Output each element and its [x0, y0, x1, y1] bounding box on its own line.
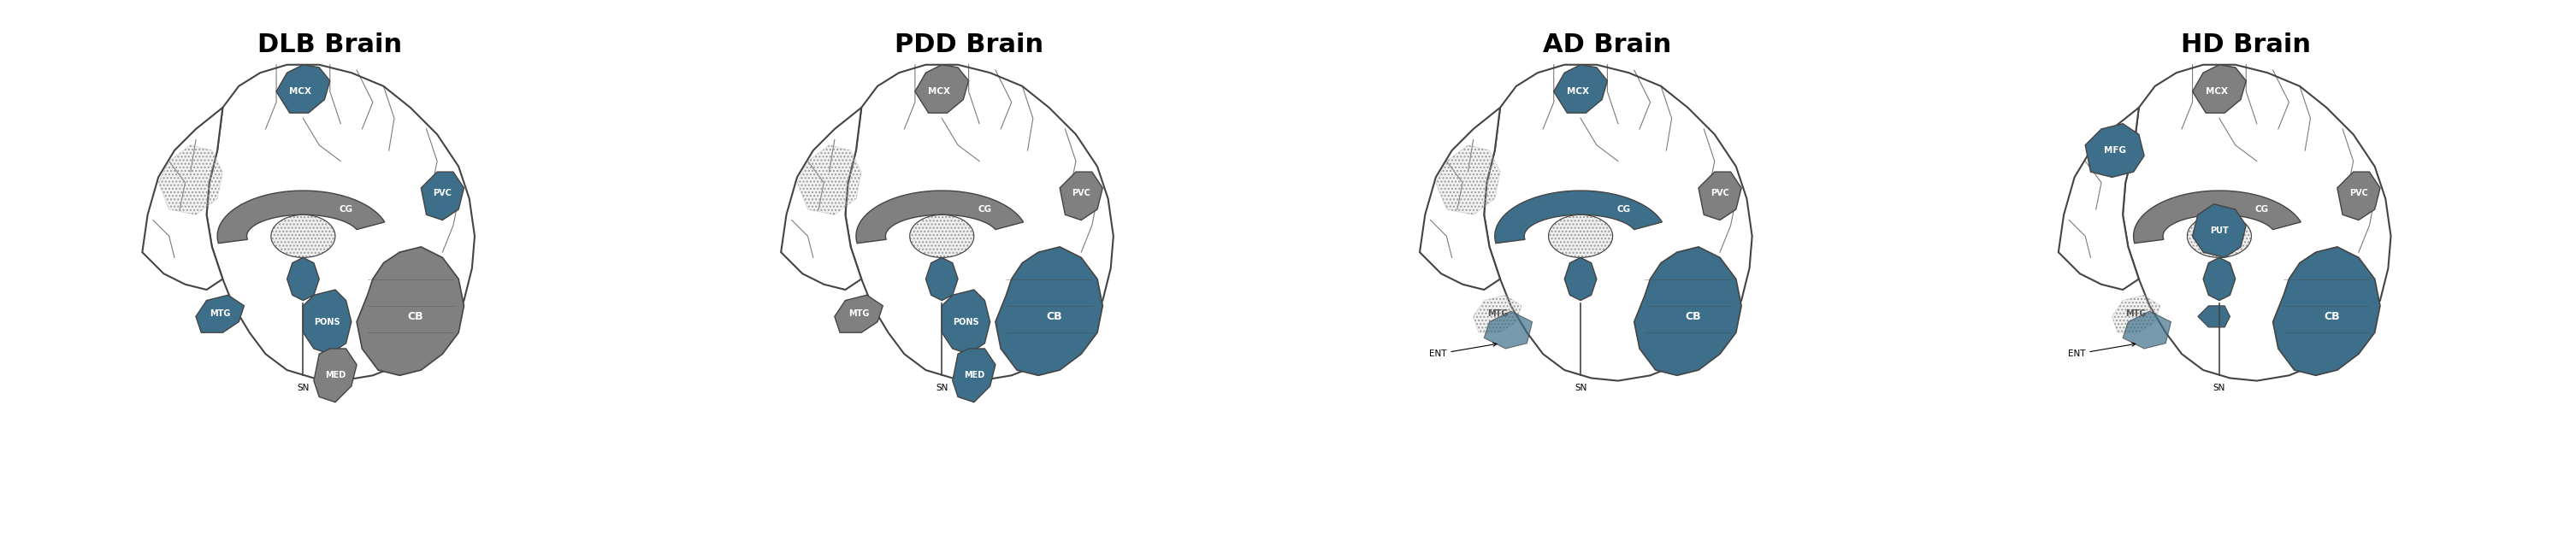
Polygon shape — [1059, 172, 1103, 220]
Polygon shape — [855, 191, 1023, 243]
Text: HP: HP — [958, 267, 974, 275]
Text: CG: CG — [2254, 205, 2269, 214]
Polygon shape — [142, 108, 222, 290]
Text: CB: CB — [1685, 311, 1700, 322]
Text: CG: CG — [1618, 205, 1631, 214]
Text: CG: CG — [979, 205, 992, 214]
Text: PVC: PVC — [2349, 189, 2367, 198]
Polygon shape — [2123, 311, 2172, 349]
Polygon shape — [2187, 215, 2251, 258]
Polygon shape — [314, 349, 355, 402]
Polygon shape — [925, 258, 958, 300]
Text: SN: SN — [935, 383, 948, 392]
Text: MCX: MCX — [2205, 87, 2228, 96]
Text: PONS: PONS — [953, 318, 979, 326]
Text: MED: MED — [963, 371, 984, 379]
Text: PVC: PVC — [1072, 189, 1090, 198]
Text: HD Brain: HD Brain — [2182, 32, 2311, 57]
Polygon shape — [2272, 247, 2380, 376]
Text: CB: CB — [407, 311, 422, 322]
Text: MTG: MTG — [848, 310, 868, 318]
Text: CB: CB — [1046, 311, 1061, 322]
Text: MTG: MTG — [2125, 310, 2146, 318]
Polygon shape — [2202, 258, 2236, 300]
Polygon shape — [2133, 191, 2300, 243]
Polygon shape — [1419, 108, 1499, 290]
Polygon shape — [1564, 258, 1597, 300]
Text: SN: SN — [1574, 383, 1587, 392]
Text: MED: MED — [325, 371, 345, 379]
Text: SN: SN — [296, 383, 309, 392]
Polygon shape — [781, 108, 860, 290]
Text: ENT: ENT — [1430, 343, 1497, 358]
Polygon shape — [206, 65, 474, 381]
Polygon shape — [914, 65, 969, 113]
Text: SN: SN — [2213, 383, 2226, 392]
Text: MFG: MFG — [2105, 146, 2125, 155]
Polygon shape — [2336, 172, 2380, 220]
Polygon shape — [270, 215, 335, 258]
Text: CG: CG — [340, 205, 353, 214]
Polygon shape — [276, 65, 330, 113]
Polygon shape — [196, 295, 245, 333]
Text: ENT: ENT — [2069, 343, 2136, 358]
Text: AD Brain: AD Brain — [1543, 32, 1672, 57]
Polygon shape — [304, 290, 350, 354]
Text: MTG: MTG — [209, 310, 229, 318]
Polygon shape — [216, 191, 384, 243]
Text: DLB Brain: DLB Brain — [258, 32, 402, 57]
Polygon shape — [909, 215, 974, 258]
Polygon shape — [2123, 65, 2391, 381]
Text: PVC: PVC — [433, 189, 451, 198]
Text: PUT: PUT — [2210, 227, 2228, 235]
Polygon shape — [1633, 247, 1741, 376]
Polygon shape — [2192, 204, 2246, 258]
Polygon shape — [796, 145, 860, 215]
Text: MTG: MTG — [1486, 310, 1507, 318]
Polygon shape — [1553, 65, 1607, 113]
Polygon shape — [943, 290, 989, 354]
Polygon shape — [355, 247, 464, 376]
Polygon shape — [157, 145, 222, 215]
Text: HP: HP — [322, 267, 335, 275]
Polygon shape — [1494, 191, 1662, 243]
Text: MCX: MCX — [289, 87, 312, 96]
Polygon shape — [1548, 215, 1613, 258]
Polygon shape — [2197, 306, 2231, 327]
Text: HP: HP — [1597, 267, 1610, 275]
Polygon shape — [1484, 311, 1533, 349]
Polygon shape — [1435, 145, 1499, 215]
Polygon shape — [1698, 172, 1741, 220]
Polygon shape — [953, 349, 994, 402]
Text: MCX: MCX — [1566, 87, 1589, 96]
Polygon shape — [2192, 65, 2246, 113]
Text: PVC: PVC — [1710, 189, 1728, 198]
Polygon shape — [420, 172, 464, 220]
Polygon shape — [2058, 108, 2138, 290]
Polygon shape — [1484, 65, 1752, 381]
Text: HP: HP — [2236, 267, 2249, 275]
Polygon shape — [835, 295, 884, 333]
Text: MCX: MCX — [927, 87, 951, 96]
Polygon shape — [845, 65, 1113, 381]
Text: PDD Brain: PDD Brain — [894, 32, 1043, 57]
Text: PONS: PONS — [314, 318, 340, 326]
Polygon shape — [286, 258, 319, 300]
Polygon shape — [2084, 124, 2143, 177]
Polygon shape — [1473, 295, 1522, 333]
Text: CB: CB — [2324, 311, 2339, 322]
Polygon shape — [2112, 295, 2161, 333]
Polygon shape — [994, 247, 1103, 376]
